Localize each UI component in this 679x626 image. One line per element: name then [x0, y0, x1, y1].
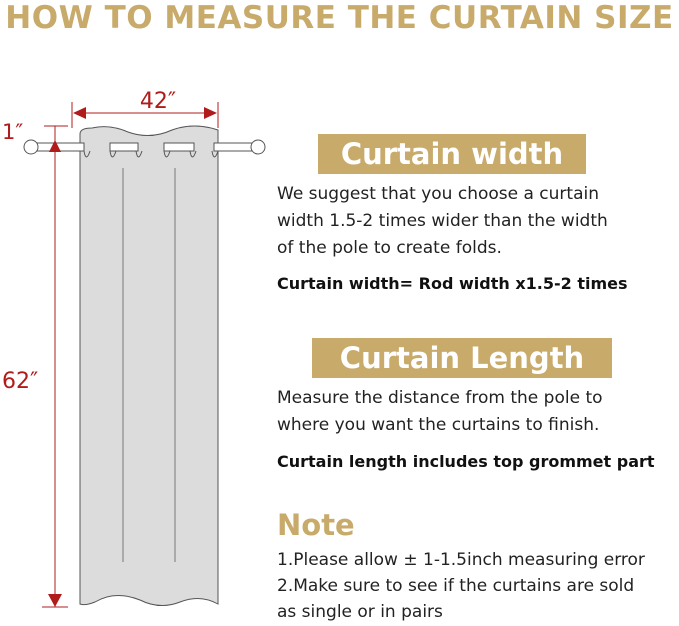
text-line: Measure the distance from the pole to: [277, 388, 603, 408]
text-line: of the pole to create folds.: [277, 238, 502, 258]
text-line: width 1.5-2 times wider than the width: [277, 211, 608, 231]
curtain-panel: [79, 125, 219, 606]
curtain-rod: [23, 139, 266, 155]
curtain-diagram: 42″ 1″ 62″: [2, 89, 266, 608]
note-item: as single or in pairs: [277, 602, 443, 622]
page-title: HOW TO MEASURE THE CURTAIN SIZE: [5, 0, 674, 36]
note-list: 1.Please allow ± 1-1.5inch measuring err…: [277, 547, 645, 625]
width-formula: Curtain width= Rod width x1.5-2 times: [277, 274, 628, 293]
text-line: We suggest that you choose a curtain: [277, 184, 599, 204]
top-label: 1″: [2, 120, 23, 144]
note-item: 2.Make sure to see if the curtains are s…: [277, 576, 635, 596]
width-description: We suggest that you choose a curtain wid…: [277, 181, 608, 262]
length-description: Measure the distance from the pole to wh…: [277, 385, 603, 439]
length-formula: Curtain length includes top grommet part: [277, 452, 655, 471]
length-dimension: [42, 125, 68, 608]
curtain-length-heading: Curtain Length: [312, 338, 612, 378]
width-label: 42″: [140, 89, 176, 114]
grommet-icons: [83, 150, 219, 158]
width-dimension: [71, 102, 219, 128]
note-item: 1.Please allow ± 1-1.5inch measuring err…: [277, 550, 645, 570]
length-label: 62″: [2, 369, 38, 394]
curtain-width-heading: Curtain width: [318, 134, 586, 174]
text-line: where you want the curtains to finish.: [277, 415, 600, 435]
note-heading: Note: [277, 508, 355, 542]
